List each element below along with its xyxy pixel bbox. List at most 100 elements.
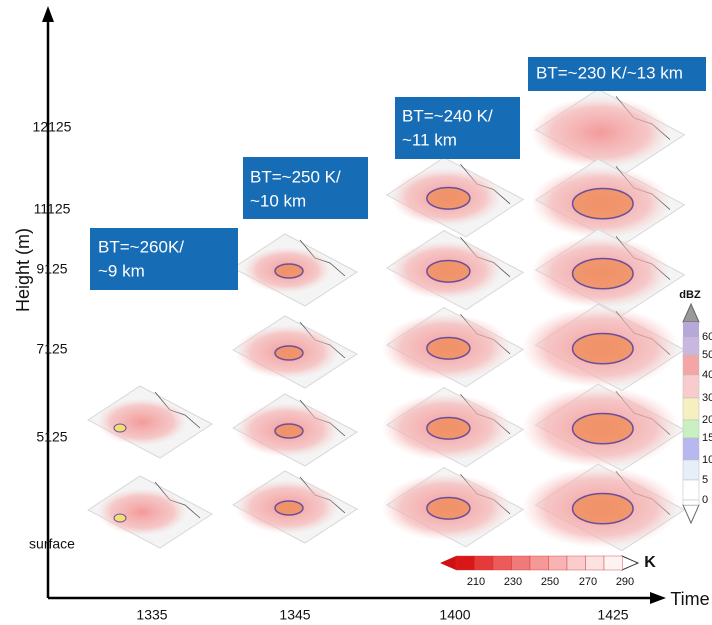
colorbar-tick: 60 [702, 331, 712, 343]
radar-panel [385, 230, 525, 311]
annotation-line: ~11 km [402, 130, 457, 149]
core [571, 332, 634, 365]
bt-colorbar: K 210 230 250 270 290 [440, 554, 656, 588]
colorbar-title: dBZ [679, 289, 701, 301]
annotation: BT=~260K/ ~9 km [90, 228, 238, 290]
radar-panel [232, 393, 358, 467]
radar-panels [87, 88, 686, 552]
time-label: 1425 [597, 607, 628, 623]
colorbar-segment [548, 555, 568, 571]
level-label: 7125 [36, 341, 67, 357]
time-label: 1400 [439, 607, 470, 623]
colorbar-tick: 50 [702, 349, 712, 361]
radar-panel [530, 88, 686, 177]
colorbar-tick: 0 [702, 494, 708, 506]
colorbar-tick: 5 [702, 474, 708, 486]
radar-panel [232, 470, 358, 544]
core [571, 492, 634, 525]
core [113, 423, 127, 433]
colorbar-tick: 30 [702, 392, 712, 404]
colorbar-segment [474, 555, 494, 571]
colorbar-segment [683, 322, 699, 337]
colorbar-segment [682, 336, 700, 356]
colorbar-tick: 270 [579, 576, 597, 588]
colorbar-unit: K [644, 554, 656, 571]
colorbar-segment [529, 555, 549, 571]
core [571, 412, 634, 445]
colorbar-tick: 210 [467, 576, 485, 588]
colorbar-segment [682, 499, 700, 506]
colorbar-tick: 290 [616, 576, 634, 588]
time-label: 1335 [136, 607, 167, 623]
radar-panel [530, 158, 686, 247]
radar-panel [381, 467, 525, 548]
level-label: 9125 [36, 261, 67, 277]
colorbar-tick: 250 [541, 576, 559, 588]
core [426, 259, 471, 283]
colorbar-tick: 40 [702, 369, 712, 381]
annotation-line: BT=~260K/ [98, 237, 184, 256]
annotation-line: ~10 km [250, 191, 306, 210]
annotation-line: BT=~240 K/ [402, 106, 493, 125]
radar-panel [381, 307, 525, 388]
echo [530, 96, 671, 169]
time-label: 1345 [279, 607, 310, 623]
colorbar-tick: 230 [504, 576, 522, 588]
colorbar-segment [682, 459, 700, 481]
radar-panel [87, 385, 213, 459]
core [274, 345, 304, 361]
y-label: Height (m) [13, 228, 33, 312]
level-label: 12125 [33, 119, 72, 135]
colorbar-segment [455, 555, 475, 571]
level-label: 11125 [34, 201, 71, 217]
colorbar-segment [682, 419, 700, 439]
core [571, 257, 634, 290]
colorbar-segment [682, 397, 700, 421]
y-arrow [42, 6, 54, 22]
level-label: surface [29, 536, 75, 552]
annotation: BT=~230 K/~13 km [528, 57, 706, 91]
annotation-line: ~9 km [98, 261, 145, 280]
x-label: Time [670, 589, 709, 609]
annotation: BT=~250 K/ ~10 km [243, 157, 368, 219]
colorbar-segment [511, 555, 531, 571]
annotation-line: BT=~230 K/~13 km [536, 63, 683, 82]
colorbar-segment [603, 555, 623, 571]
colorbar-segment [682, 437, 700, 461]
colorbar-tick: 20 [702, 414, 712, 426]
echo [97, 398, 187, 446]
core [274, 500, 304, 516]
colorbar-tick: 10 [702, 454, 712, 466]
radar-panel [521, 303, 686, 392]
core [571, 187, 634, 220]
radar-panel [381, 387, 525, 468]
core [113, 513, 127, 523]
core [426, 416, 471, 440]
annotation: BT=~240 K/ ~11 km [395, 97, 520, 159]
core [426, 496, 471, 520]
radar-panel [232, 233, 358, 307]
colorbar-segment [566, 555, 586, 571]
colorbar-segment [682, 479, 700, 501]
colorbar-segment [682, 374, 700, 399]
radar-panel [521, 463, 686, 552]
colorbar-tick: 15 [702, 432, 712, 444]
radar-panel [87, 475, 213, 549]
radar-panel [232, 315, 358, 389]
x-arrow [650, 592, 666, 604]
colorbar-segment [585, 555, 605, 571]
echo [97, 488, 187, 536]
radar-panel [521, 383, 686, 472]
colorbar-segment [492, 555, 512, 571]
annotation-line: BT=~250 K/ [250, 167, 341, 186]
colorbar-segment [682, 354, 700, 376]
core [274, 423, 304, 439]
radar-panel [385, 157, 525, 238]
level-label: 5125 [36, 429, 67, 445]
core [274, 263, 304, 279]
core [426, 336, 471, 360]
core [426, 186, 471, 210]
radar-panel [530, 228, 686, 317]
